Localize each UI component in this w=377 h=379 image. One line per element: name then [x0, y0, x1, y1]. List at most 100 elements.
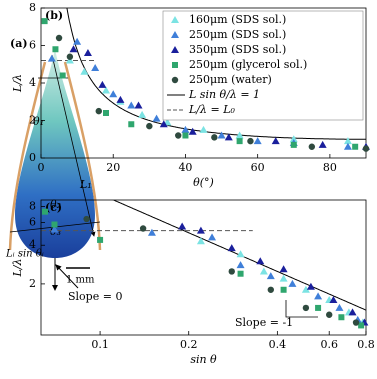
point	[253, 137, 262, 145]
slope-triangle	[285, 300, 318, 318]
y-tick-label: 6	[29, 39, 36, 52]
point	[280, 286, 287, 293]
point	[227, 244, 236, 252]
point	[109, 90, 118, 98]
point	[47, 54, 56, 62]
point	[66, 53, 74, 60]
point	[352, 319, 360, 326]
fit-curve	[66, 8, 366, 140]
chart-title: (b)	[45, 9, 63, 22]
point	[181, 125, 190, 133]
y-tick-label: 4	[29, 76, 36, 89]
annotation: L₁	[79, 178, 92, 191]
point	[362, 145, 370, 152]
x-tick-label: 0.4	[269, 338, 287, 351]
point	[116, 95, 125, 103]
x-axis-label: sin θ	[190, 353, 217, 366]
point	[188, 127, 197, 135]
point	[302, 304, 310, 312]
x-tick-label: 80	[323, 161, 337, 174]
point	[65, 56, 74, 64]
point	[338, 314, 345, 321]
point	[159, 120, 168, 128]
point	[55, 34, 63, 42]
legend-label: 350μm (SDS sol.)	[189, 43, 286, 56]
chart-title: (c)	[45, 201, 62, 214]
point	[217, 131, 226, 139]
legend-label: L/λ = L₀	[188, 103, 235, 116]
point	[314, 292, 323, 300]
point	[224, 133, 233, 141]
point	[51, 221, 58, 228]
panel-label: (a)	[10, 37, 28, 50]
point	[80, 67, 89, 75]
point	[171, 76, 179, 84]
point	[290, 141, 297, 148]
annotation: Slope = -1	[235, 316, 293, 329]
point	[237, 270, 244, 277]
point	[271, 137, 280, 145]
legend-label: 160μm (SDS sol.)	[189, 13, 286, 26]
y-tick-label: 0	[29, 151, 36, 164]
length-arrow	[51, 54, 96, 237]
y-tick-label: 6	[29, 216, 36, 229]
point	[199, 125, 208, 133]
point	[196, 226, 205, 234]
point	[343, 142, 352, 150]
point	[102, 86, 110, 94]
annotation: Slope = 0	[68, 290, 122, 303]
point	[95, 107, 102, 115]
point	[228, 268, 235, 275]
fit-curve	[112, 200, 366, 311]
y-axis-label: L/λ	[11, 259, 24, 278]
point	[329, 295, 338, 303]
point	[172, 62, 178, 68]
x-tick-label: 20	[106, 161, 120, 174]
point	[308, 143, 316, 150]
point	[348, 308, 357, 316]
point	[171, 16, 179, 23]
x-tick-label: 0.8	[357, 338, 375, 351]
fiber	[63, 61, 102, 251]
point	[97, 236, 104, 243]
point	[50, 225, 59, 233]
point	[98, 80, 107, 88]
x-tick-label: 0	[38, 161, 45, 174]
point	[266, 272, 275, 280]
point	[146, 122, 153, 130]
x-tick-label: 0.2	[180, 338, 198, 351]
point	[175, 132, 182, 139]
point	[182, 132, 189, 139]
point	[41, 208, 48, 215]
point	[178, 222, 187, 230]
point	[83, 215, 90, 223]
y-tick-label: 2	[29, 114, 36, 127]
point	[267, 286, 275, 293]
legend-label: 250μm (SDS sol.)	[189, 28, 286, 41]
point	[279, 265, 288, 273]
point	[256, 257, 265, 265]
point	[279, 274, 288, 282]
point	[288, 279, 297, 287]
legend-label: 250μm (glycerol sol.)	[189, 58, 307, 71]
y-tick-label: 4	[29, 238, 36, 251]
point	[358, 322, 365, 329]
point	[171, 31, 179, 38]
axes-frame	[40, 199, 367, 336]
point	[259, 267, 268, 275]
y-axis-label: L/λ	[11, 74, 24, 93]
drop-image	[15, 48, 95, 258]
y-tick-label: 2	[29, 277, 36, 290]
point	[52, 46, 59, 53]
point	[335, 303, 344, 311]
annotation: θ₂	[50, 198, 61, 211]
y-tick-label: 8	[29, 1, 36, 14]
x-tick-label: 40	[178, 161, 192, 174]
point	[211, 134, 218, 141]
point	[103, 110, 109, 116]
point	[128, 121, 135, 128]
point	[247, 137, 254, 145]
y-tick-label: 8	[29, 200, 36, 213]
annotation: θ₁	[33, 115, 44, 128]
